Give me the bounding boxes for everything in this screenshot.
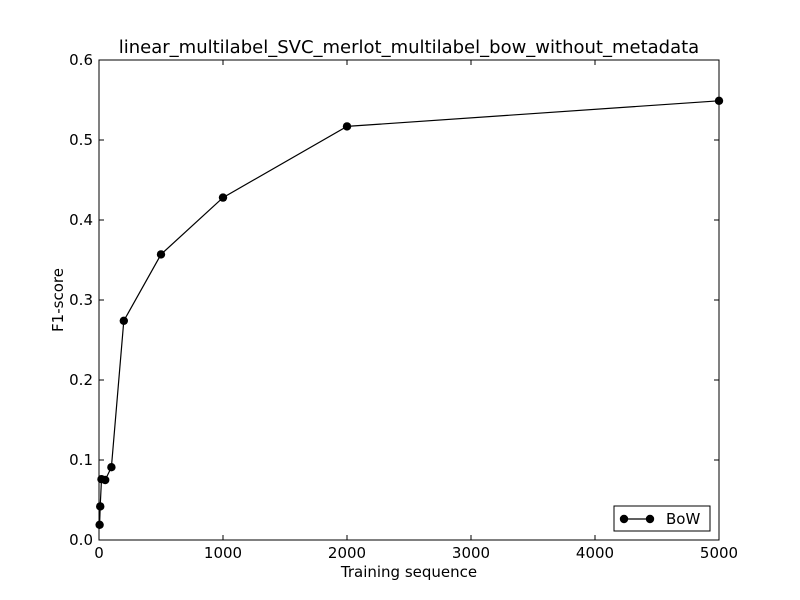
legend: BoW: [613, 505, 711, 532]
legend-marker: [619, 514, 629, 524]
y-tick-label: 0.0: [69, 531, 93, 549]
data-point: [96, 502, 105, 511]
data-point: [101, 475, 110, 485]
data-point: [342, 122, 352, 131]
chart-title: linear_multilabel_SVC_merlot_multilabel_…: [119, 37, 699, 58]
series-line-bow: [99, 100, 720, 525]
x-tick-label: 3000: [452, 544, 490, 562]
y-tick-label: 0.6: [69, 51, 93, 69]
data-point: [714, 96, 724, 106]
x-tick-label: 4000: [576, 544, 614, 562]
data-point: [119, 316, 128, 325]
x-axis-label: Training sequence: [340, 563, 477, 581]
data-point: [95, 520, 104, 529]
x-tick-label: 1000: [204, 544, 242, 562]
y-tick-label: 0.2: [69, 371, 93, 389]
data-point: [218, 193, 228, 202]
y-tick-label: 0.1: [69, 451, 93, 469]
y-axis-label: F1-score: [49, 268, 67, 332]
legend-label: BoW: [666, 510, 700, 528]
y-tick-label: 0.4: [69, 211, 93, 229]
plot-area: 0 1000 2000 3000 4000 5000 0.0 0.1 0.2 0.3 0.4 0.5 0…: [69, 51, 738, 562]
y-tick-label: 0.5: [69, 131, 93, 149]
x-tick-label: 0: [94, 544, 104, 562]
legend-marker: [645, 514, 655, 524]
data-point: [156, 250, 166, 259]
x-tick-label: 5000: [700, 544, 738, 562]
data-point: [107, 463, 116, 472]
y-tick-label: 0.3: [69, 291, 93, 309]
x-tick-label: 2000: [328, 544, 366, 562]
